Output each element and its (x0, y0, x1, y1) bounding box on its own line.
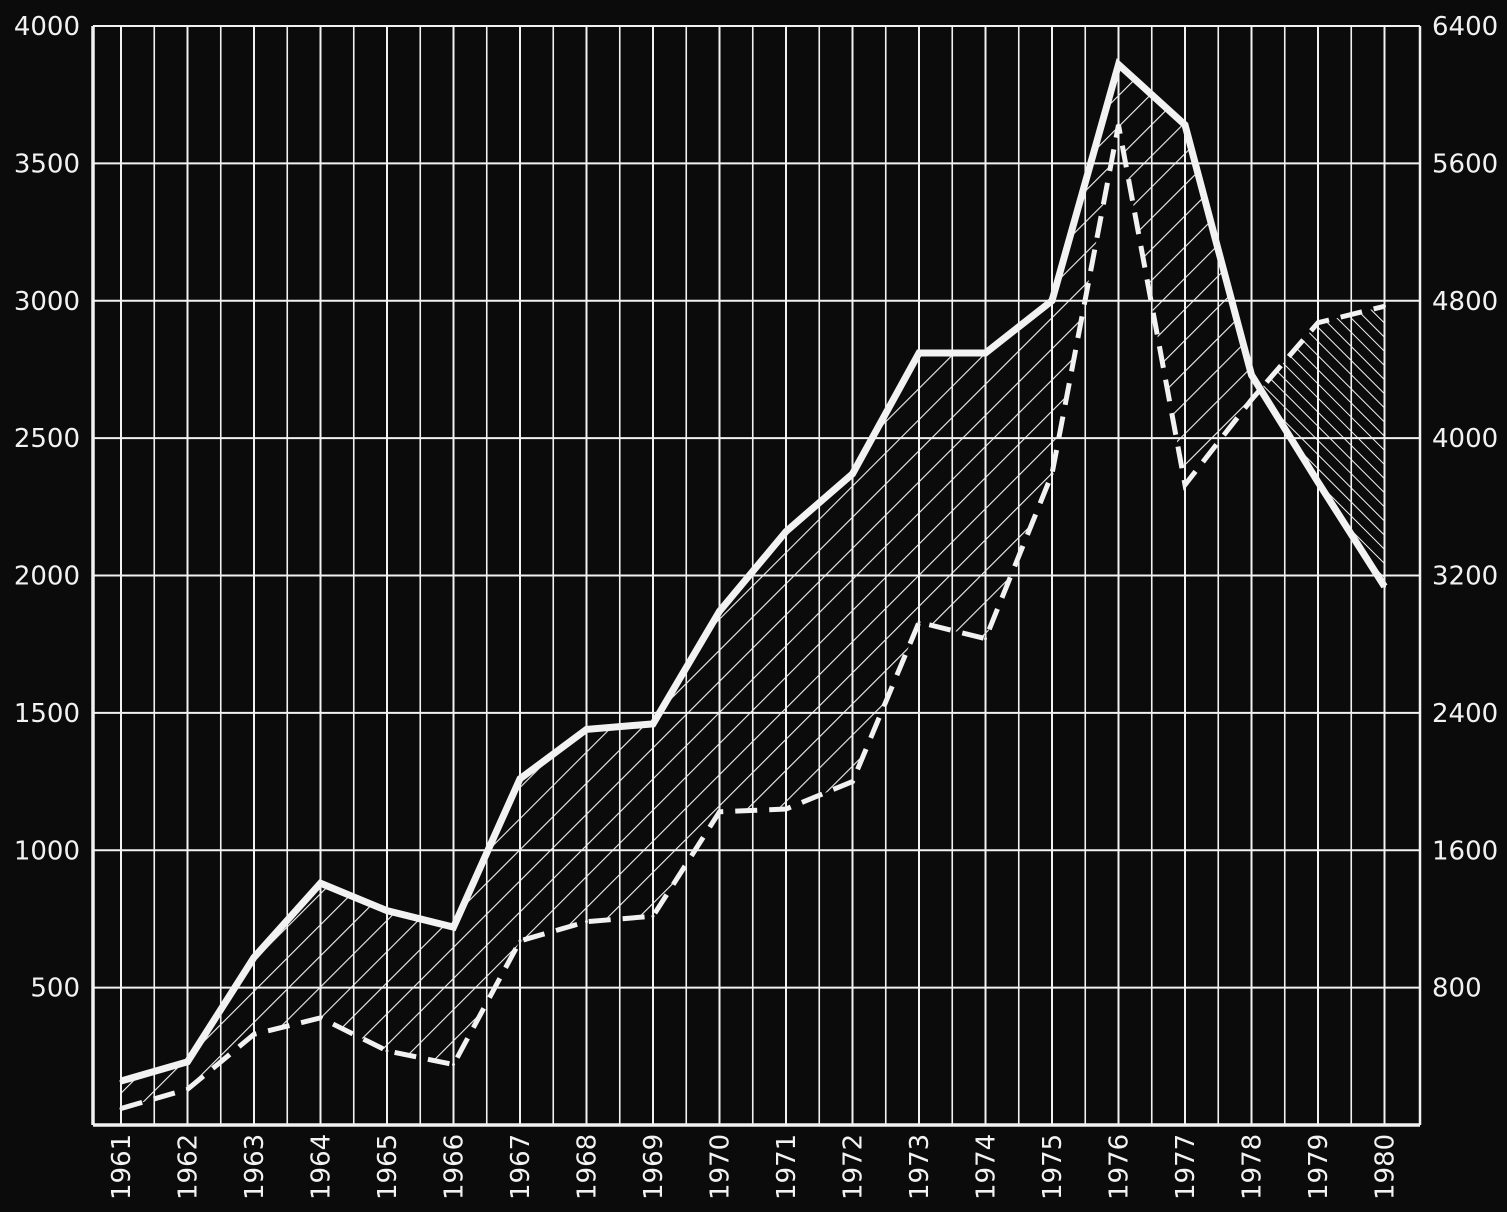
x-tick-label: 1963 (240, 1134, 270, 1200)
tick-labels: 500 1000 1500 2000 2500 3000 3500 4000 800 1600 24… (14, 12, 1498, 1200)
y-left-tick-label: 4000 (14, 12, 80, 42)
data-point-dashed (186, 1087, 189, 1091)
data-point-dashed (252, 1032, 256, 1036)
grid (91, 25, 1422, 1127)
data-point-dashed (585, 920, 588, 924)
x-tick-label: 1980 (1371, 1134, 1401, 1200)
x-tick-label: 1969 (639, 1134, 669, 1200)
data-point-dashed (718, 810, 721, 814)
data-point-solid (1117, 62, 1120, 66)
y-right-tick-label: 6400 (1432, 12, 1498, 42)
y-left-tick-label: 1500 (14, 699, 80, 729)
data-point-solid (518, 777, 522, 781)
y-right-tick-label: 1600 (1432, 836, 1498, 866)
y-left-tick-label: 3500 (14, 149, 80, 179)
data-point-solid (585, 727, 588, 731)
data-point-dashed (1250, 398, 1253, 402)
data-point-dashed (1316, 321, 1320, 325)
data-point-dashed (518, 939, 522, 943)
series-lines (119, 58, 1388, 1111)
data-point-dashed (119, 1107, 123, 1111)
y-left-tick-label: 2000 (14, 562, 80, 592)
x-tick-label: 1970 (706, 1134, 736, 1200)
x-tick-label: 1966 (440, 1134, 470, 1200)
data-point-dashed (851, 780, 854, 784)
data-point-solid (651, 722, 655, 726)
x-tick-label: 1975 (1038, 1134, 1068, 1200)
y-left-tick-label: 500 (30, 974, 80, 1004)
data-point-dashed (452, 1063, 455, 1067)
data-point-solid (319, 881, 322, 885)
data-point-dashed (984, 637, 987, 641)
x-tick-label: 1968 (573, 1134, 603, 1200)
data-point-solid (252, 955, 256, 959)
x-tick-label: 1977 (1171, 1134, 1201, 1200)
data-point-dashed (651, 914, 655, 918)
x-tick-label: 1978 (1238, 1134, 1268, 1200)
data-point-dashed (319, 1016, 322, 1020)
hatch-region-positive (121, 64, 1261, 1109)
data-point-dashed (1183, 483, 1187, 487)
series-line-solid (120, 58, 1388, 1085)
x-tick-label: 1973 (905, 1134, 935, 1200)
series-line-dashed (120, 124, 1386, 1111)
data-point-solid (1183, 123, 1187, 127)
data-point-solid (917, 351, 921, 355)
y-right-tick-label: 4000 (1432, 424, 1498, 454)
data-point-solid (1050, 299, 1054, 303)
x-tick-label: 1972 (839, 1134, 869, 1200)
data-point-dashed (1050, 472, 1054, 476)
x-tick-label: 1967 (506, 1134, 536, 1200)
y-left-tick-label: 3000 (14, 287, 80, 317)
data-point-dashed (917, 620, 921, 624)
data-point-dashed (385, 1049, 389, 1053)
data-point-dashed (784, 807, 788, 811)
y-right-tick-label: 2400 (1432, 699, 1498, 729)
y-right-tick-label: 4800 (1432, 287, 1498, 317)
data-point-dashed (1117, 123, 1120, 127)
data-point-solid (718, 609, 721, 613)
x-tick-label: 1961 (107, 1134, 137, 1200)
y-left-tick-label: 1000 (14, 836, 80, 866)
y-right-tick-label: 5600 (1432, 149, 1498, 179)
x-tick-label: 1976 (1105, 1134, 1135, 1200)
data-point-solid (784, 530, 788, 534)
data-point-solid (452, 925, 455, 929)
data-point-solid (385, 909, 389, 913)
data-point-solid (1316, 480, 1320, 484)
hatch-region-negative (1260, 306, 1385, 587)
data-point-solid (119, 1079, 123, 1083)
data-point-solid (186, 1060, 189, 1064)
x-tick-label: 1971 (772, 1134, 802, 1200)
data-point-solid (984, 351, 987, 355)
data-point-dashed (1383, 304, 1386, 308)
y-right-tick-label: 3200 (1432, 562, 1498, 592)
data-point-solid (1250, 373, 1253, 377)
y-right-tick-label: 800 (1432, 974, 1482, 1004)
x-tick-label: 1962 (174, 1134, 204, 1200)
hatched-area (121, 64, 1385, 1109)
data-point-solid (1383, 584, 1386, 588)
y-left-tick-label: 2500 (14, 424, 80, 454)
x-tick-label: 1964 (307, 1134, 337, 1200)
data-point-solid (851, 472, 854, 476)
x-tick-label: 1965 (373, 1134, 403, 1200)
x-tick-label: 1979 (1304, 1134, 1334, 1200)
x-tick-label: 1974 (972, 1134, 1002, 1200)
